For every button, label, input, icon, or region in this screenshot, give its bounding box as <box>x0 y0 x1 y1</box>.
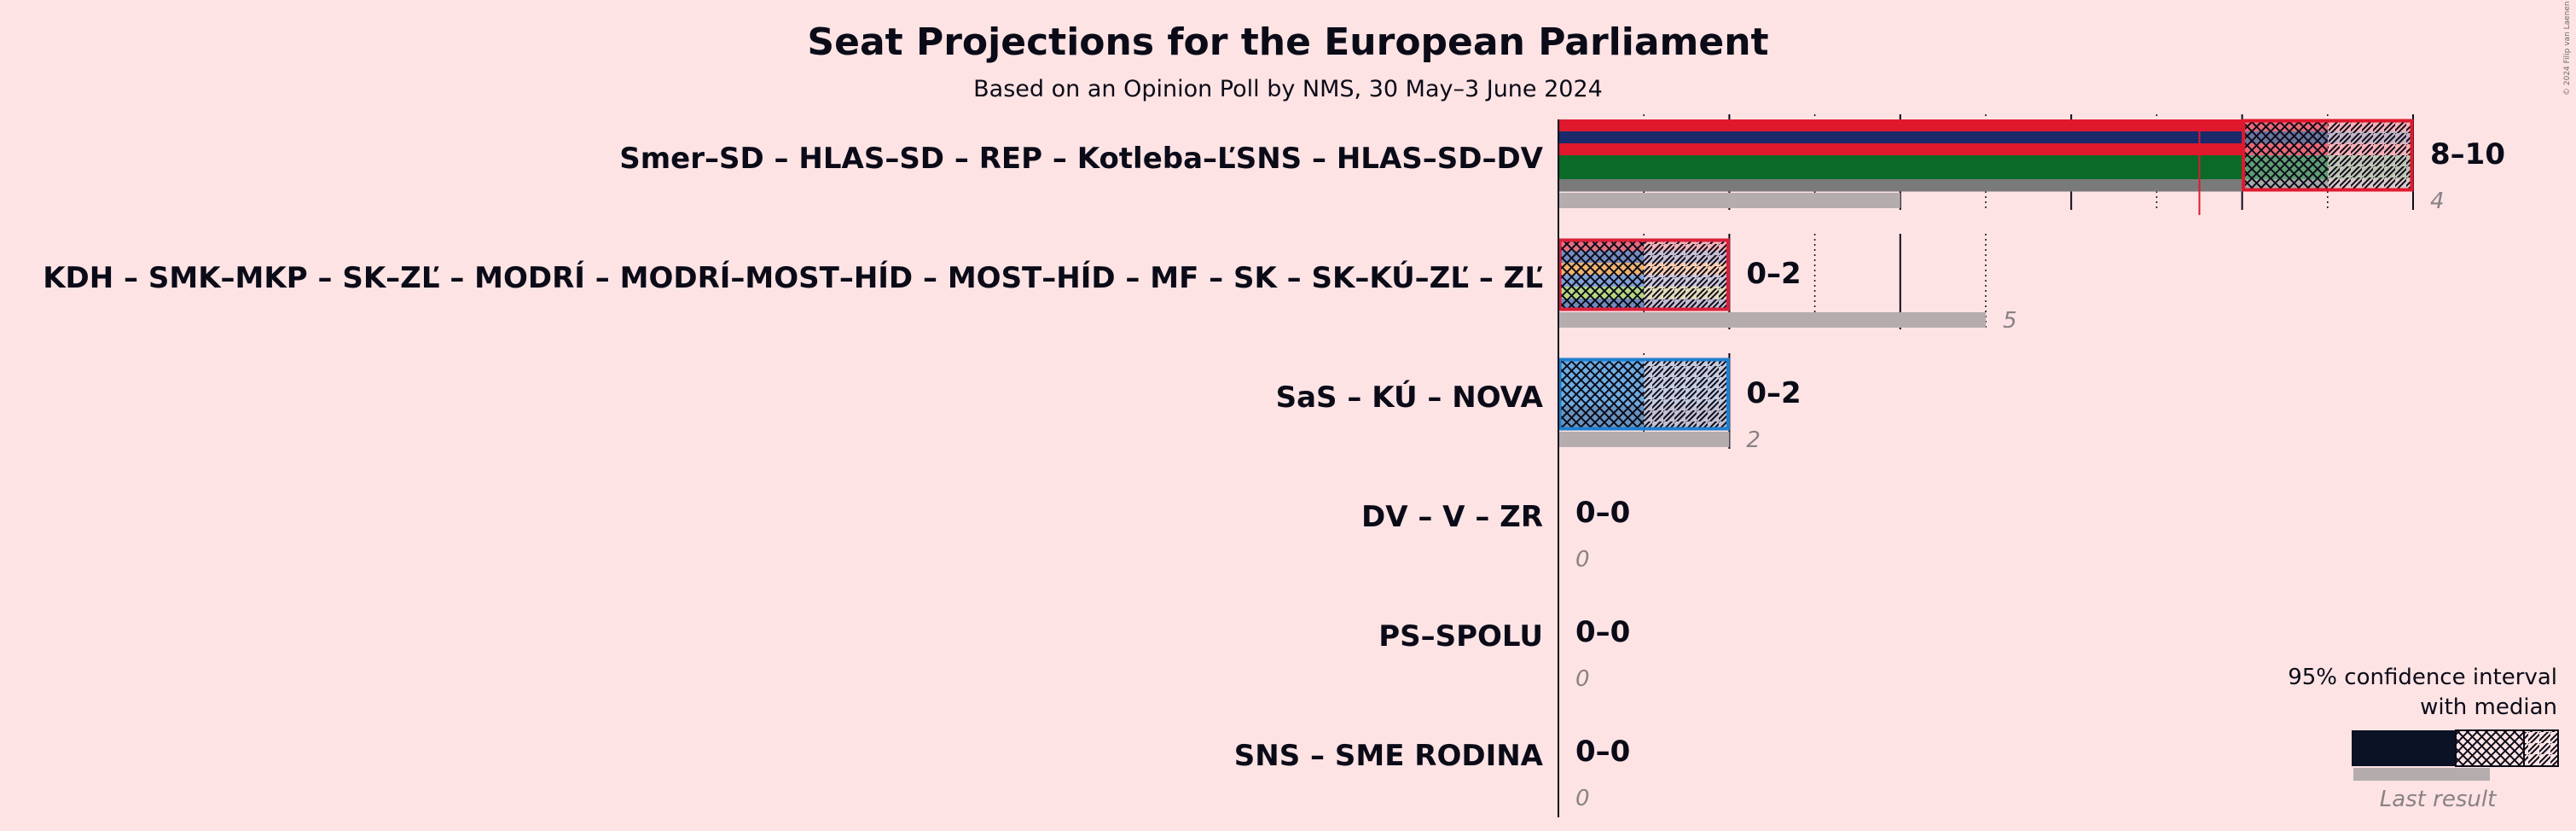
party-row: Smer–SD – HLAS–SD – REP – Kotleba–ĽSNS –… <box>619 119 2505 215</box>
ci-crosshatch <box>1558 239 1645 311</box>
chart-title: Seat Projections for the European Parlia… <box>807 20 1768 64</box>
legend-last-result-swatch <box>2353 768 2490 781</box>
last-result-label: 0 <box>1575 547 1590 572</box>
ci-outline <box>1558 357 1730 431</box>
party-row: SaS – KÚ – NOVA 0–2 2 <box>1276 357 1801 453</box>
last-result-label: 2 <box>1746 427 1761 453</box>
legend-title-line1: 95% confidence interval <box>2288 665 2557 690</box>
legend-crosshatch-swatch <box>2455 729 2525 767</box>
last-result-bar <box>1558 432 1730 447</box>
last-result-label: 0 <box>1575 666 1590 692</box>
legend: 95% confidence interval with median Last… <box>2288 665 2559 812</box>
party-row: DV – V – ZR 0–0 0 <box>1361 496 1630 572</box>
party-label: SNS – SME RODINA <box>1234 739 1544 773</box>
range-label: 8–10 <box>2430 137 2505 171</box>
ci-outline <box>1558 238 1730 311</box>
legend-title-line2: with median <box>2420 694 2557 720</box>
range-label: 0–0 <box>1575 615 1630 649</box>
legend-solid-swatch <box>2352 730 2456 766</box>
ci-outline <box>2242 119 2414 192</box>
party-label: Smer–SD – HLAS–SD – REP – Kotleba–ĽSNS –… <box>619 142 1543 176</box>
party-row: SNS – SME RODINA 0–0 0 <box>1234 735 1631 811</box>
last-result-label: 5 <box>2003 308 2017 334</box>
last-result-label: 0 <box>1575 786 1590 811</box>
ci-hatch <box>2327 119 2413 191</box>
ci-hatch <box>1644 239 1730 311</box>
party-label: PS–SPOLU <box>1378 619 1543 654</box>
ci-crosshatch <box>1558 358 1645 430</box>
range-label: 0–2 <box>1746 257 1801 291</box>
range-label: 0–2 <box>1746 376 1801 410</box>
last-result-bar <box>1558 193 1900 208</box>
range-label: 0–0 <box>1575 496 1630 530</box>
range-label: 0–0 <box>1575 735 1630 769</box>
legend-hatch-swatch <box>2523 729 2559 767</box>
party-label: DV – V – ZR <box>1361 500 1543 534</box>
last-result-bar <box>1558 312 1986 328</box>
chart-subtitle: Based on an Opinion Poll by NMS, 30 May–… <box>973 76 1603 102</box>
legend-last-result-label: Last result <box>2380 787 2497 812</box>
party-label: KDH – SMK–MKP – SK–ZĽ – MODRÍ – MODRÍ–MO… <box>43 260 1543 295</box>
ci-hatch <box>1644 358 1730 430</box>
ci-crosshatch <box>2242 119 2328 191</box>
party-row: PS–SPOLU 0–0 0 <box>1378 615 1630 692</box>
party-rows: Smer–SD – HLAS–SD – REP – Kotleba–ĽSNS –… <box>43 119 2505 811</box>
last-result-label: 4 <box>2430 189 2445 214</box>
party-label: SaS – KÚ – NOVA <box>1276 380 1544 415</box>
party-row: KDH – SMK–MKP – SK–ZĽ – MODRÍ – MODRÍ–MO… <box>43 238 2017 334</box>
copyright: © 2024 Filip van Laenen <box>2563 1 2572 96</box>
